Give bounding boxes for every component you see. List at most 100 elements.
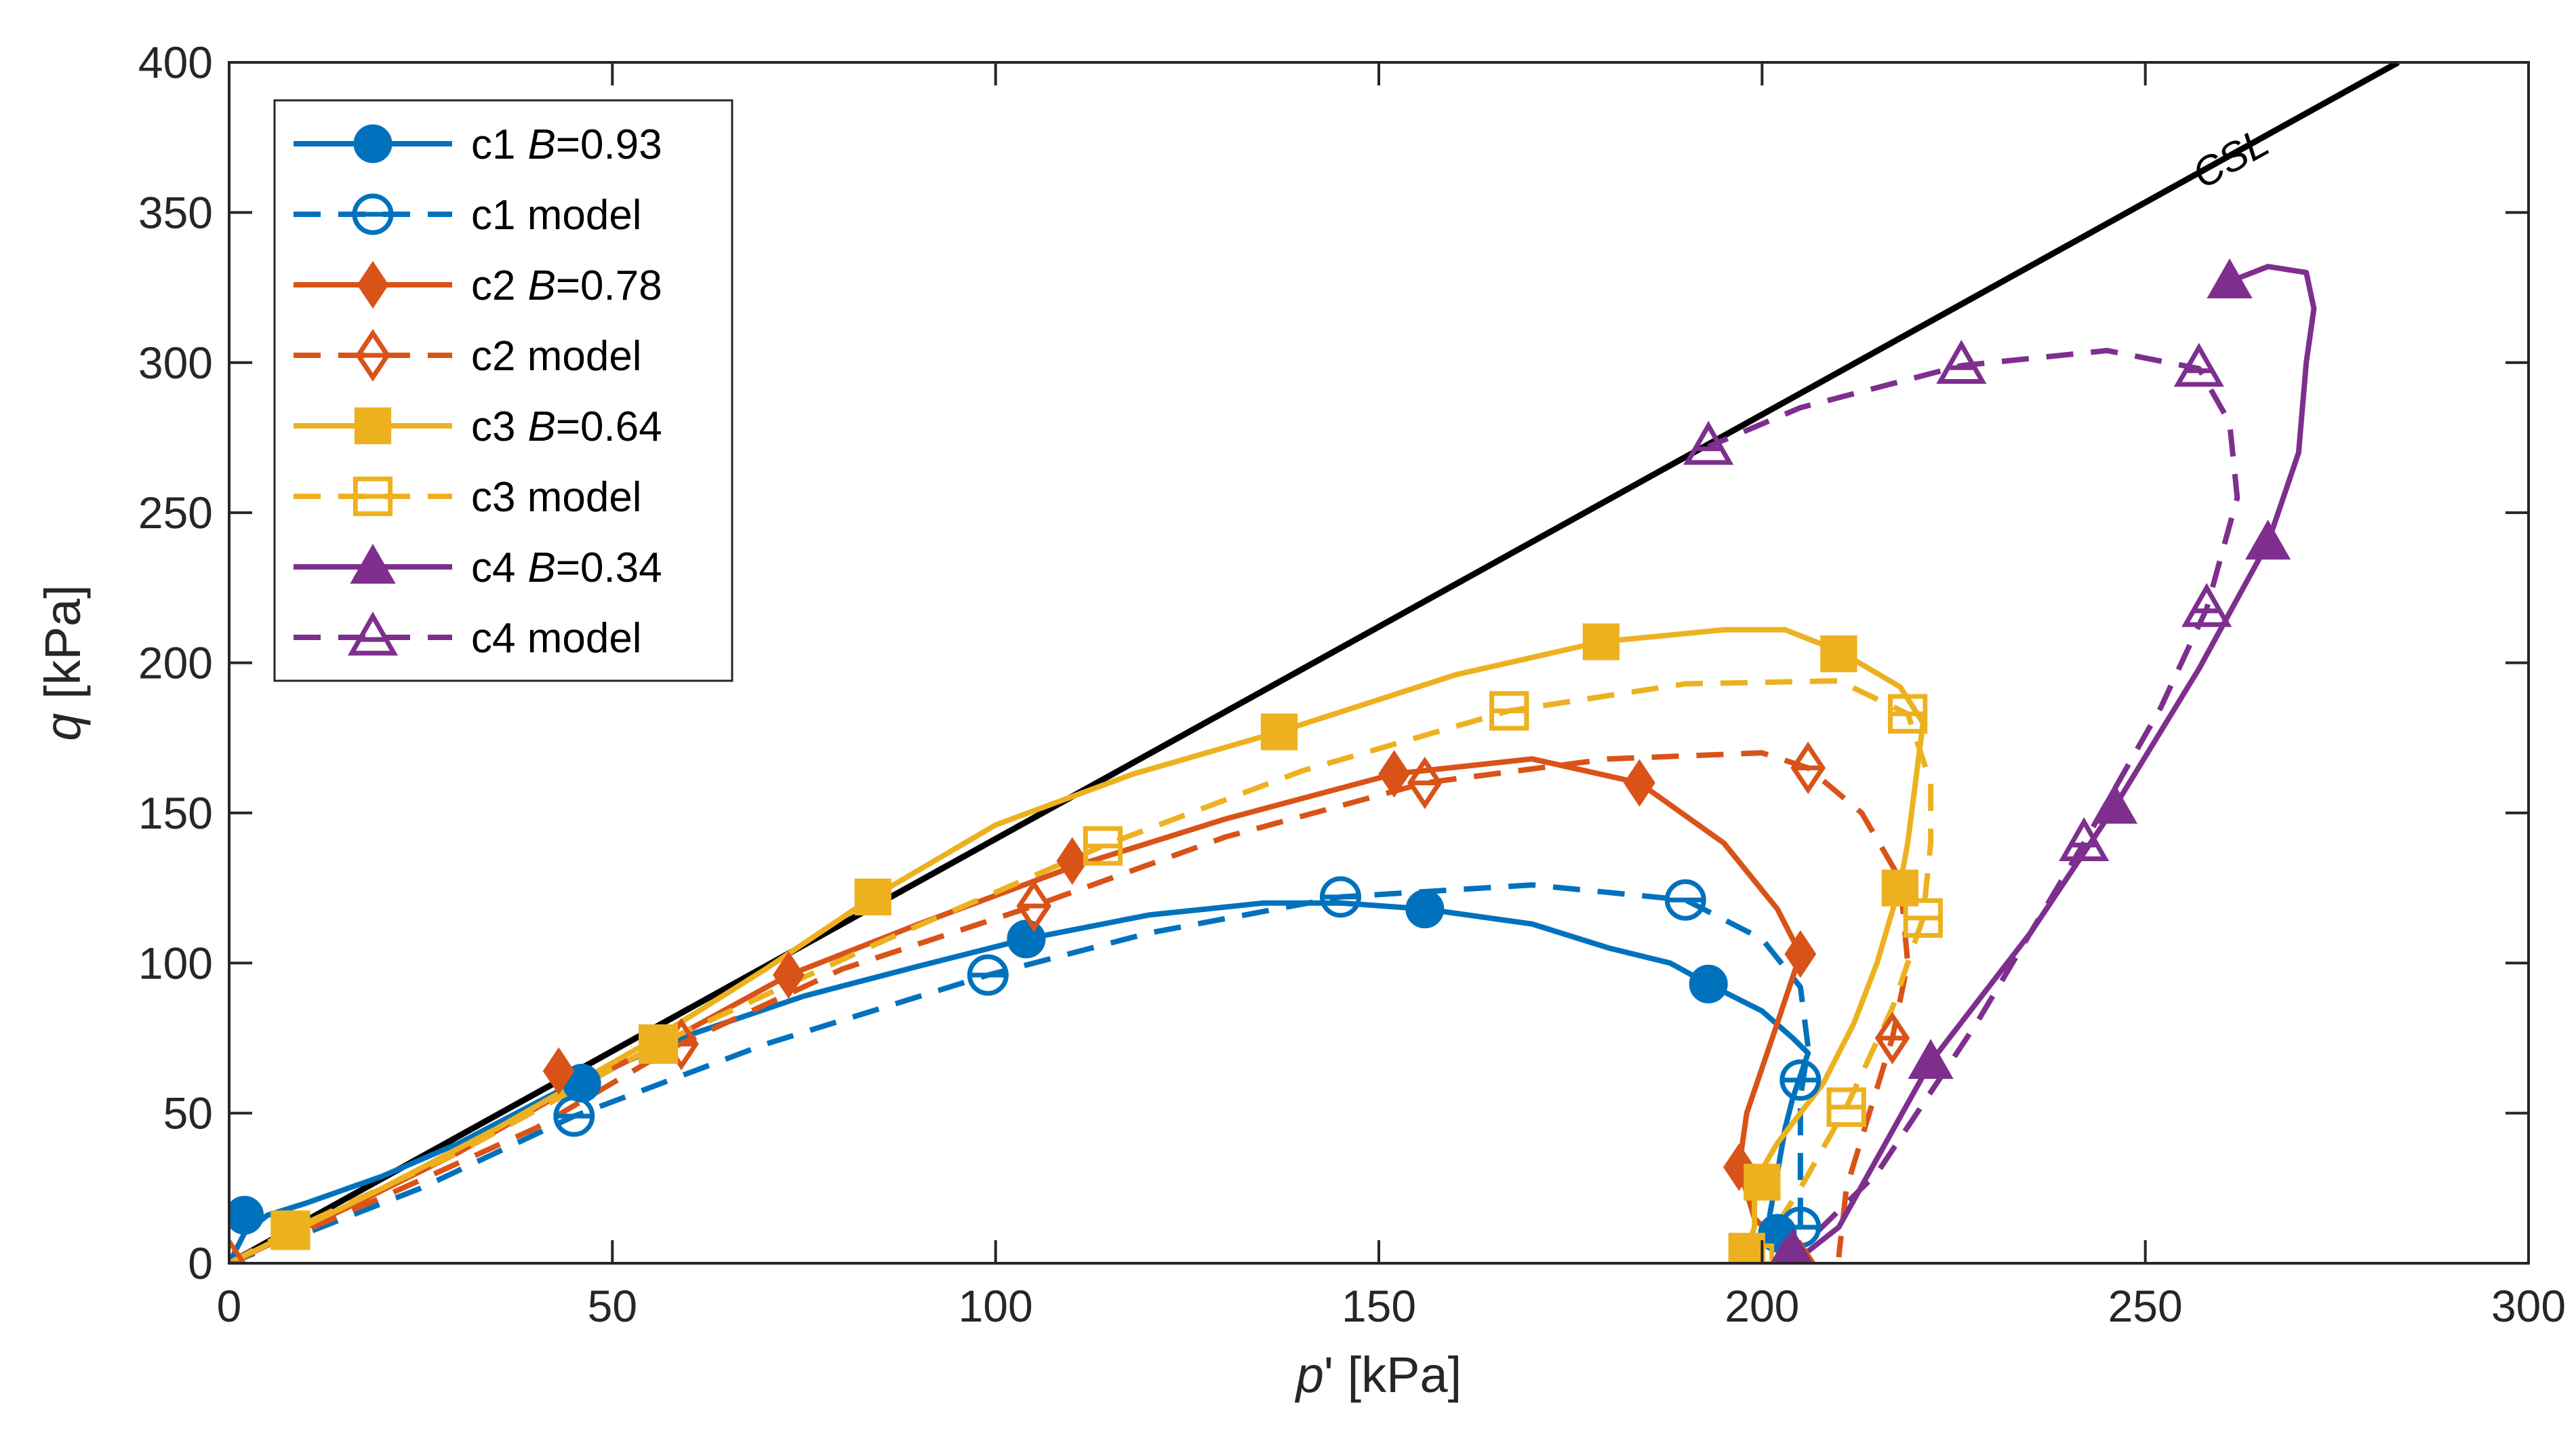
marker-c2-2-shape [1056,837,1089,885]
legend-item-c3m: c3 model [294,474,642,521]
legend-marker-c4-shape [350,543,396,584]
legend-label-bval-c4: =0.34 [556,544,662,591]
x-tick-label-50: 50 [588,1281,637,1331]
legend-box [273,99,733,682]
legend-item-c2: c2 B=0.78 [294,260,662,309]
legend-marker-c2 [357,260,389,309]
legend-marker-c2m-shape [355,329,390,382]
marker-c2-3-shape [1378,750,1411,798]
legend-item-c1: c1 B=0.93 [294,121,662,168]
marker-c4m-1-shape [2059,817,2110,861]
marker-c1-2-circle [1007,919,1046,959]
marker-c1-2 [1007,919,1046,959]
series-line-c1 [229,900,1811,1263]
marker-c2m-0-shape [229,1237,247,1263]
marker-c4m-2 [2181,582,2232,627]
y-axis-label-var: q [35,713,91,741]
legend-label-name-c1: c1 [471,121,515,168]
legend-label-c4m: c4 model [471,615,642,662]
legend-label-bvar-c2: B [527,262,555,309]
marker-c3-7 [1744,1164,1781,1201]
legend-marker-c4m [347,611,399,656]
legend-label-c3: c3 B=0.64 [471,403,662,450]
legend-label-bvar-c1: B [527,121,555,168]
marker-c4m-0 [1770,1237,1800,1263]
legend-marker-c2m [355,329,390,382]
x-axis-label-unit: ' [kPa] [1324,1347,1462,1403]
legend-label-bvar-c4: B [527,544,555,591]
legend-label-bval-c1: =0.93 [556,121,662,168]
marker-c4-2 [2091,783,2138,824]
plot-area [229,62,2400,1263]
legend-label-c4: c4 B=0.34 [471,544,662,591]
y-axis-label-unit: [kPa] [35,584,91,713]
marker-c4m-1 [2059,817,2110,861]
y-tick-label-300: 300 [138,338,213,388]
legend-label-name-c4m: c4 model [471,615,642,662]
marker-c2m-4-shape [1790,741,1826,795]
marker-c4-1 [1908,1039,1954,1079]
marker-c1-4 [1689,964,1728,1004]
x-tick-label-200: 200 [1725,1281,1799,1331]
legend-marker-c2-shape [357,260,389,309]
marker-c1m-4 [1779,1059,1822,1101]
marker-c3m-0 [270,1210,310,1250]
marker-c3m-1 [639,1024,679,1064]
legend-label-c2: c2 B=0.78 [471,262,662,309]
x-tick-label-250: 250 [2108,1281,2183,1331]
marker-c4-1-shape [1908,1039,1954,1079]
legend-item-c4: c4 B=0.34 [294,543,662,591]
legend-item-c4m: c4 model [294,611,642,662]
marker-c4m-4 [1936,340,1987,384]
marker-c2m-3-shape [1407,756,1443,810]
marker-c3-2 [854,878,891,915]
marker-c2-3 [1378,750,1411,798]
y-tick-label-250: 250 [138,488,213,538]
marker-c2m-2-shape [1016,879,1052,932]
marker-c3-7-shape [1744,1164,1781,1201]
csl-line [229,62,2400,1263]
legend-label-name-c2: c2 [471,262,515,309]
legend-marker-c1m [352,193,394,235]
marker-c1-3-circle [1405,890,1445,929]
y-tick-label-400: 400 [138,37,213,87]
legend-label-bval-c2: =0.78 [556,262,662,309]
marker-c4m-5-shape [1683,420,1734,465]
marker-c2m-3 [1407,756,1443,810]
marker-c3-4-shape [1582,623,1620,660]
marker-c3m-3 [1489,691,1529,731]
marker-c2-6-shape [1723,1143,1755,1191]
marker-c4m-3-shape [2173,342,2224,387]
legend-label-c2m: c2 model [471,333,642,380]
legend-item-c1m: c1 model [294,192,642,239]
marker-c2-6 [1723,1143,1755,1191]
marker-c3-6 [1881,869,1919,907]
marker-c3-6-shape [1881,869,1919,907]
legend-label-name-c3m: c3 model [471,474,642,521]
marker-c2-5 [1784,930,1817,978]
marker-c1m-0 [553,1095,595,1137]
marker-c4m-5 [1683,420,1734,465]
marker-c3-5-shape [1820,635,1857,673]
legend-label-name-c4: c4 [471,544,515,591]
marker-c4m-3 [2173,342,2224,387]
legend-marker-c3 [354,407,392,445]
marker-c2m-4 [1790,741,1826,795]
marker-c4-3-shape [2245,519,2291,560]
marker-c1m-3 [1664,879,1706,921]
marker-c4-3 [2245,519,2291,560]
marker-c4m-2-shape [2181,582,2232,627]
legend-label-bvar-c3: B [527,403,555,450]
marker-c1m-1 [967,954,1009,996]
y-tick-label-100: 100 [138,938,213,988]
legend-marker-c3m [353,476,393,517]
x-axis-label: p' [kPa] [1295,1347,1462,1403]
x-tick-label-150: 150 [1342,1281,1416,1331]
legend-marker-c1-circle [353,124,393,163]
y-tick-label-350: 350 [138,187,213,237]
legend-marker-c1 [353,124,393,163]
legend-marker-c3-shape [354,407,392,445]
y-tick-label-150: 150 [138,788,213,838]
